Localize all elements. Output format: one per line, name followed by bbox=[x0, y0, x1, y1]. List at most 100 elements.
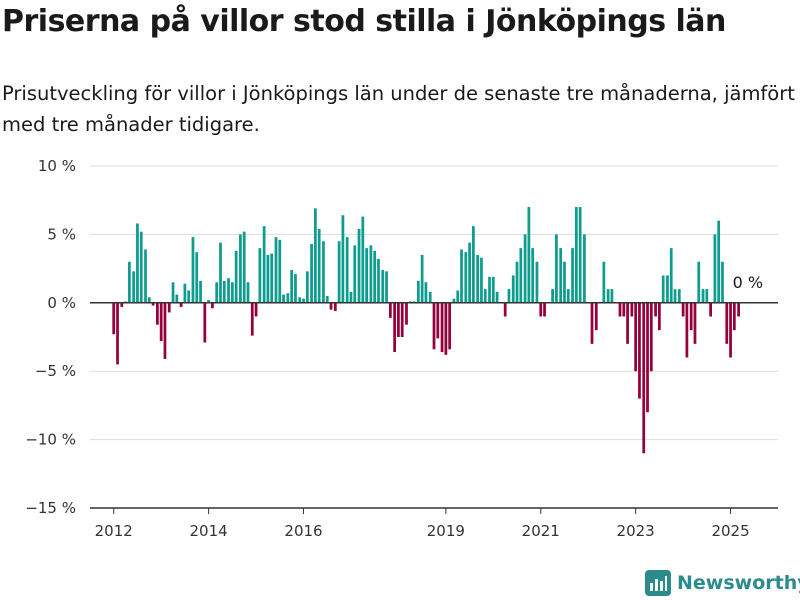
bar bbox=[673, 289, 677, 303]
bar bbox=[144, 249, 147, 303]
bar bbox=[139, 231, 143, 303]
bar bbox=[646, 302, 649, 413]
y-tick-label: 5 % bbox=[47, 225, 76, 243]
bar bbox=[345, 237, 349, 303]
x-tick-label: 2016 bbox=[284, 522, 322, 540]
bar bbox=[377, 259, 380, 303]
bar bbox=[626, 302, 629, 344]
y-tick-label: 10 % bbox=[38, 157, 76, 175]
bar bbox=[120, 302, 124, 307]
axes bbox=[90, 302, 778, 514]
x-tick-label: 2014 bbox=[190, 522, 228, 540]
bar bbox=[203, 302, 207, 343]
bar bbox=[128, 261, 131, 303]
bar bbox=[294, 274, 297, 303]
bar bbox=[511, 275, 515, 303]
bar bbox=[535, 261, 539, 303]
bar bbox=[618, 302, 622, 317]
bar bbox=[381, 269, 385, 303]
bar bbox=[416, 280, 420, 303]
bar bbox=[278, 239, 282, 303]
chart-subtitle: Prisutveckling för villor i Jönköpings l… bbox=[2, 82, 795, 136]
bar bbox=[353, 245, 357, 303]
bar bbox=[436, 302, 440, 339]
bar bbox=[397, 302, 400, 337]
bar bbox=[456, 290, 460, 303]
bar bbox=[638, 302, 641, 399]
y-tick-label: −10 % bbox=[25, 431, 76, 449]
bar bbox=[136, 223, 139, 303]
bar bbox=[666, 275, 669, 303]
bar bbox=[717, 220, 721, 303]
bar bbox=[610, 289, 614, 303]
bar bbox=[317, 228, 321, 303]
brand-name: Newsworthy bbox=[677, 572, 800, 594]
bar bbox=[195, 252, 199, 303]
bar bbox=[480, 257, 483, 303]
bar bbox=[507, 289, 511, 303]
bar bbox=[539, 302, 543, 317]
brand-logo: Newsworthy bbox=[645, 568, 800, 598]
x-tick-label: 2021 bbox=[522, 522, 560, 540]
bar bbox=[483, 289, 487, 303]
bar bbox=[329, 302, 333, 310]
bar bbox=[262, 226, 266, 303]
bar bbox=[270, 253, 274, 303]
bar bbox=[460, 249, 463, 303]
bar bbox=[215, 282, 219, 303]
chart-title: Priserna på villor stod stilla i Jönköpi… bbox=[2, 4, 726, 39]
bar bbox=[234, 250, 238, 303]
bar bbox=[444, 302, 448, 355]
bar bbox=[468, 242, 471, 303]
bar bbox=[333, 302, 337, 312]
bar bbox=[325, 295, 329, 303]
bar bbox=[725, 302, 729, 344]
bar bbox=[373, 250, 377, 303]
bar bbox=[737, 302, 740, 317]
bar bbox=[602, 261, 606, 303]
bar bbox=[563, 261, 566, 303]
bar bbox=[400, 302, 404, 337]
bar bbox=[677, 289, 681, 303]
bar bbox=[523, 234, 527, 303]
y-tick-label: −15 % bbox=[25, 499, 76, 517]
bar bbox=[163, 302, 167, 359]
bar bbox=[227, 278, 230, 303]
bar bbox=[254, 302, 258, 317]
bar bbox=[709, 302, 712, 317]
bar bbox=[337, 241, 341, 303]
bar bbox=[555, 234, 558, 303]
x-tick-label: 2019 bbox=[427, 522, 465, 540]
bar bbox=[476, 254, 480, 303]
bar bbox=[642, 302, 646, 454]
bar bbox=[274, 237, 278, 303]
bar bbox=[685, 302, 689, 358]
bar bbox=[440, 302, 444, 353]
bar bbox=[503, 302, 507, 317]
bar bbox=[574, 207, 578, 303]
bar bbox=[239, 234, 242, 303]
bar bbox=[488, 276, 491, 303]
bar bbox=[179, 302, 183, 307]
bar bbox=[385, 271, 388, 303]
bar bbox=[219, 242, 222, 303]
bar bbox=[286, 293, 290, 303]
bar bbox=[341, 215, 345, 303]
bar bbox=[732, 302, 736, 331]
bar bbox=[658, 302, 661, 331]
bar bbox=[594, 302, 598, 331]
bar bbox=[578, 207, 582, 303]
bar bbox=[147, 297, 151, 303]
bar bbox=[661, 275, 665, 303]
bar bbox=[405, 302, 408, 325]
bar bbox=[472, 226, 475, 303]
bar bbox=[191, 237, 195, 303]
bar bbox=[167, 302, 171, 313]
gridlines bbox=[90, 165, 778, 441]
bar bbox=[515, 261, 519, 303]
bar bbox=[187, 290, 191, 303]
bar bbox=[681, 302, 685, 317]
bar bbox=[250, 302, 254, 336]
bar bbox=[222, 280, 226, 303]
